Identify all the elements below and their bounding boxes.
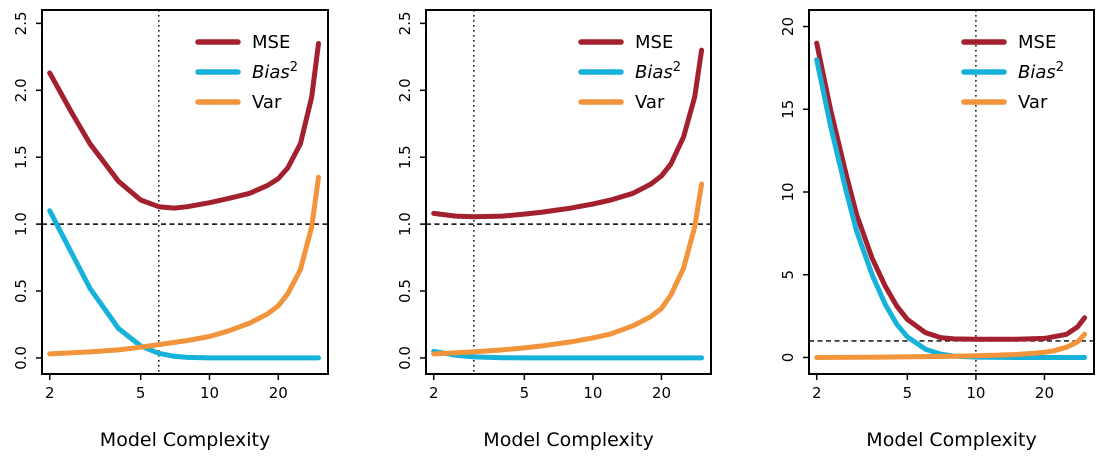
y-tick-label: 2.5: [12, 11, 30, 35]
x-tick-label: 20: [269, 384, 288, 402]
plot-frame: [41, 9, 329, 375]
legend: MSE Bias2 Var: [195, 32, 298, 113]
legend-label: MSE: [1018, 32, 1056, 53]
y-tick-label: 1.0: [396, 212, 414, 236]
y-tick-label: 0.5: [12, 279, 30, 303]
x-tick-label: 10: [966, 384, 985, 402]
series-line-3: [431, 181, 705, 357]
series-line-2: [47, 208, 321, 361]
series-line-2: [431, 348, 705, 361]
series-line-3: [47, 174, 321, 357]
x-tick-label: 10: [583, 384, 602, 402]
y-tick-label: 2.0: [396, 78, 414, 102]
y-tick-label: 20: [779, 17, 797, 36]
y-tick-label: 15: [779, 100, 797, 119]
legend: MSE Bias2 Var: [961, 32, 1064, 113]
y-tick-label: 5: [779, 270, 797, 280]
x-tick-label: 2: [45, 384, 55, 402]
series-line-1: [814, 40, 1088, 342]
series-line-1: [431, 47, 705, 220]
y-tick-label: 1.5: [12, 145, 30, 169]
x-tick-label: 2: [812, 384, 822, 402]
x-axis-label: Model Complexity: [866, 429, 1036, 451]
x-tick-label: 2: [429, 384, 439, 402]
y-tick-label: 0.0: [12, 346, 30, 370]
x-tick-label: 20: [652, 384, 671, 402]
x-axis-label: Model Complexity: [483, 429, 653, 451]
x-tick-label: 5: [520, 384, 530, 402]
chart-panel-2: 2 5 10 20 0.0 0.5 1.0 1.5 2.0 2.5 Model Complexity…: [396, 9, 712, 451]
legend-label: MSE: [252, 32, 290, 53]
legend-label: Bias2: [635, 60, 681, 83]
y-tick-label: 1.5: [396, 145, 414, 169]
series-line-3: [814, 331, 1088, 360]
y-tick-label: 0.5: [396, 279, 414, 303]
y-tick-label: 1.0: [12, 212, 30, 236]
legend-label: Var: [1018, 92, 1048, 113]
x-tick-label: 5: [136, 384, 146, 402]
legend-label: Var: [635, 92, 665, 113]
x-axis-label: Model Complexity: [100, 429, 270, 451]
x-tick-label: 10: [200, 384, 219, 402]
series-line-1: [47, 41, 321, 211]
y-tick-label: 2.0: [12, 78, 30, 102]
y-tick-label: 0: [779, 353, 797, 363]
legend-label: Var: [252, 92, 282, 113]
chart-panel-1: 2 5 10 20 0.0 0.5 1.0 1.5 2.0 2.5 Model Complexity…: [12, 9, 329, 451]
x-tick-label: 5: [903, 384, 913, 402]
legend: MSE Bias2 Var: [578, 32, 681, 113]
y-tick-label: 2.5: [396, 11, 414, 35]
chart-panel-3: 2 5 10 20 0 5 10 15 20 Model Complexity MSE Bias2 Va…: [779, 9, 1095, 451]
plot-frame: [425, 9, 712, 375]
legend-label: Bias2: [252, 60, 298, 83]
y-tick-label: 10: [779, 182, 797, 201]
x-tick-label: 20: [1035, 384, 1054, 402]
legend-label: MSE: [635, 32, 673, 53]
legend-label: Bias2: [1018, 60, 1064, 83]
y-tick-label: 0.0: [396, 346, 414, 370]
